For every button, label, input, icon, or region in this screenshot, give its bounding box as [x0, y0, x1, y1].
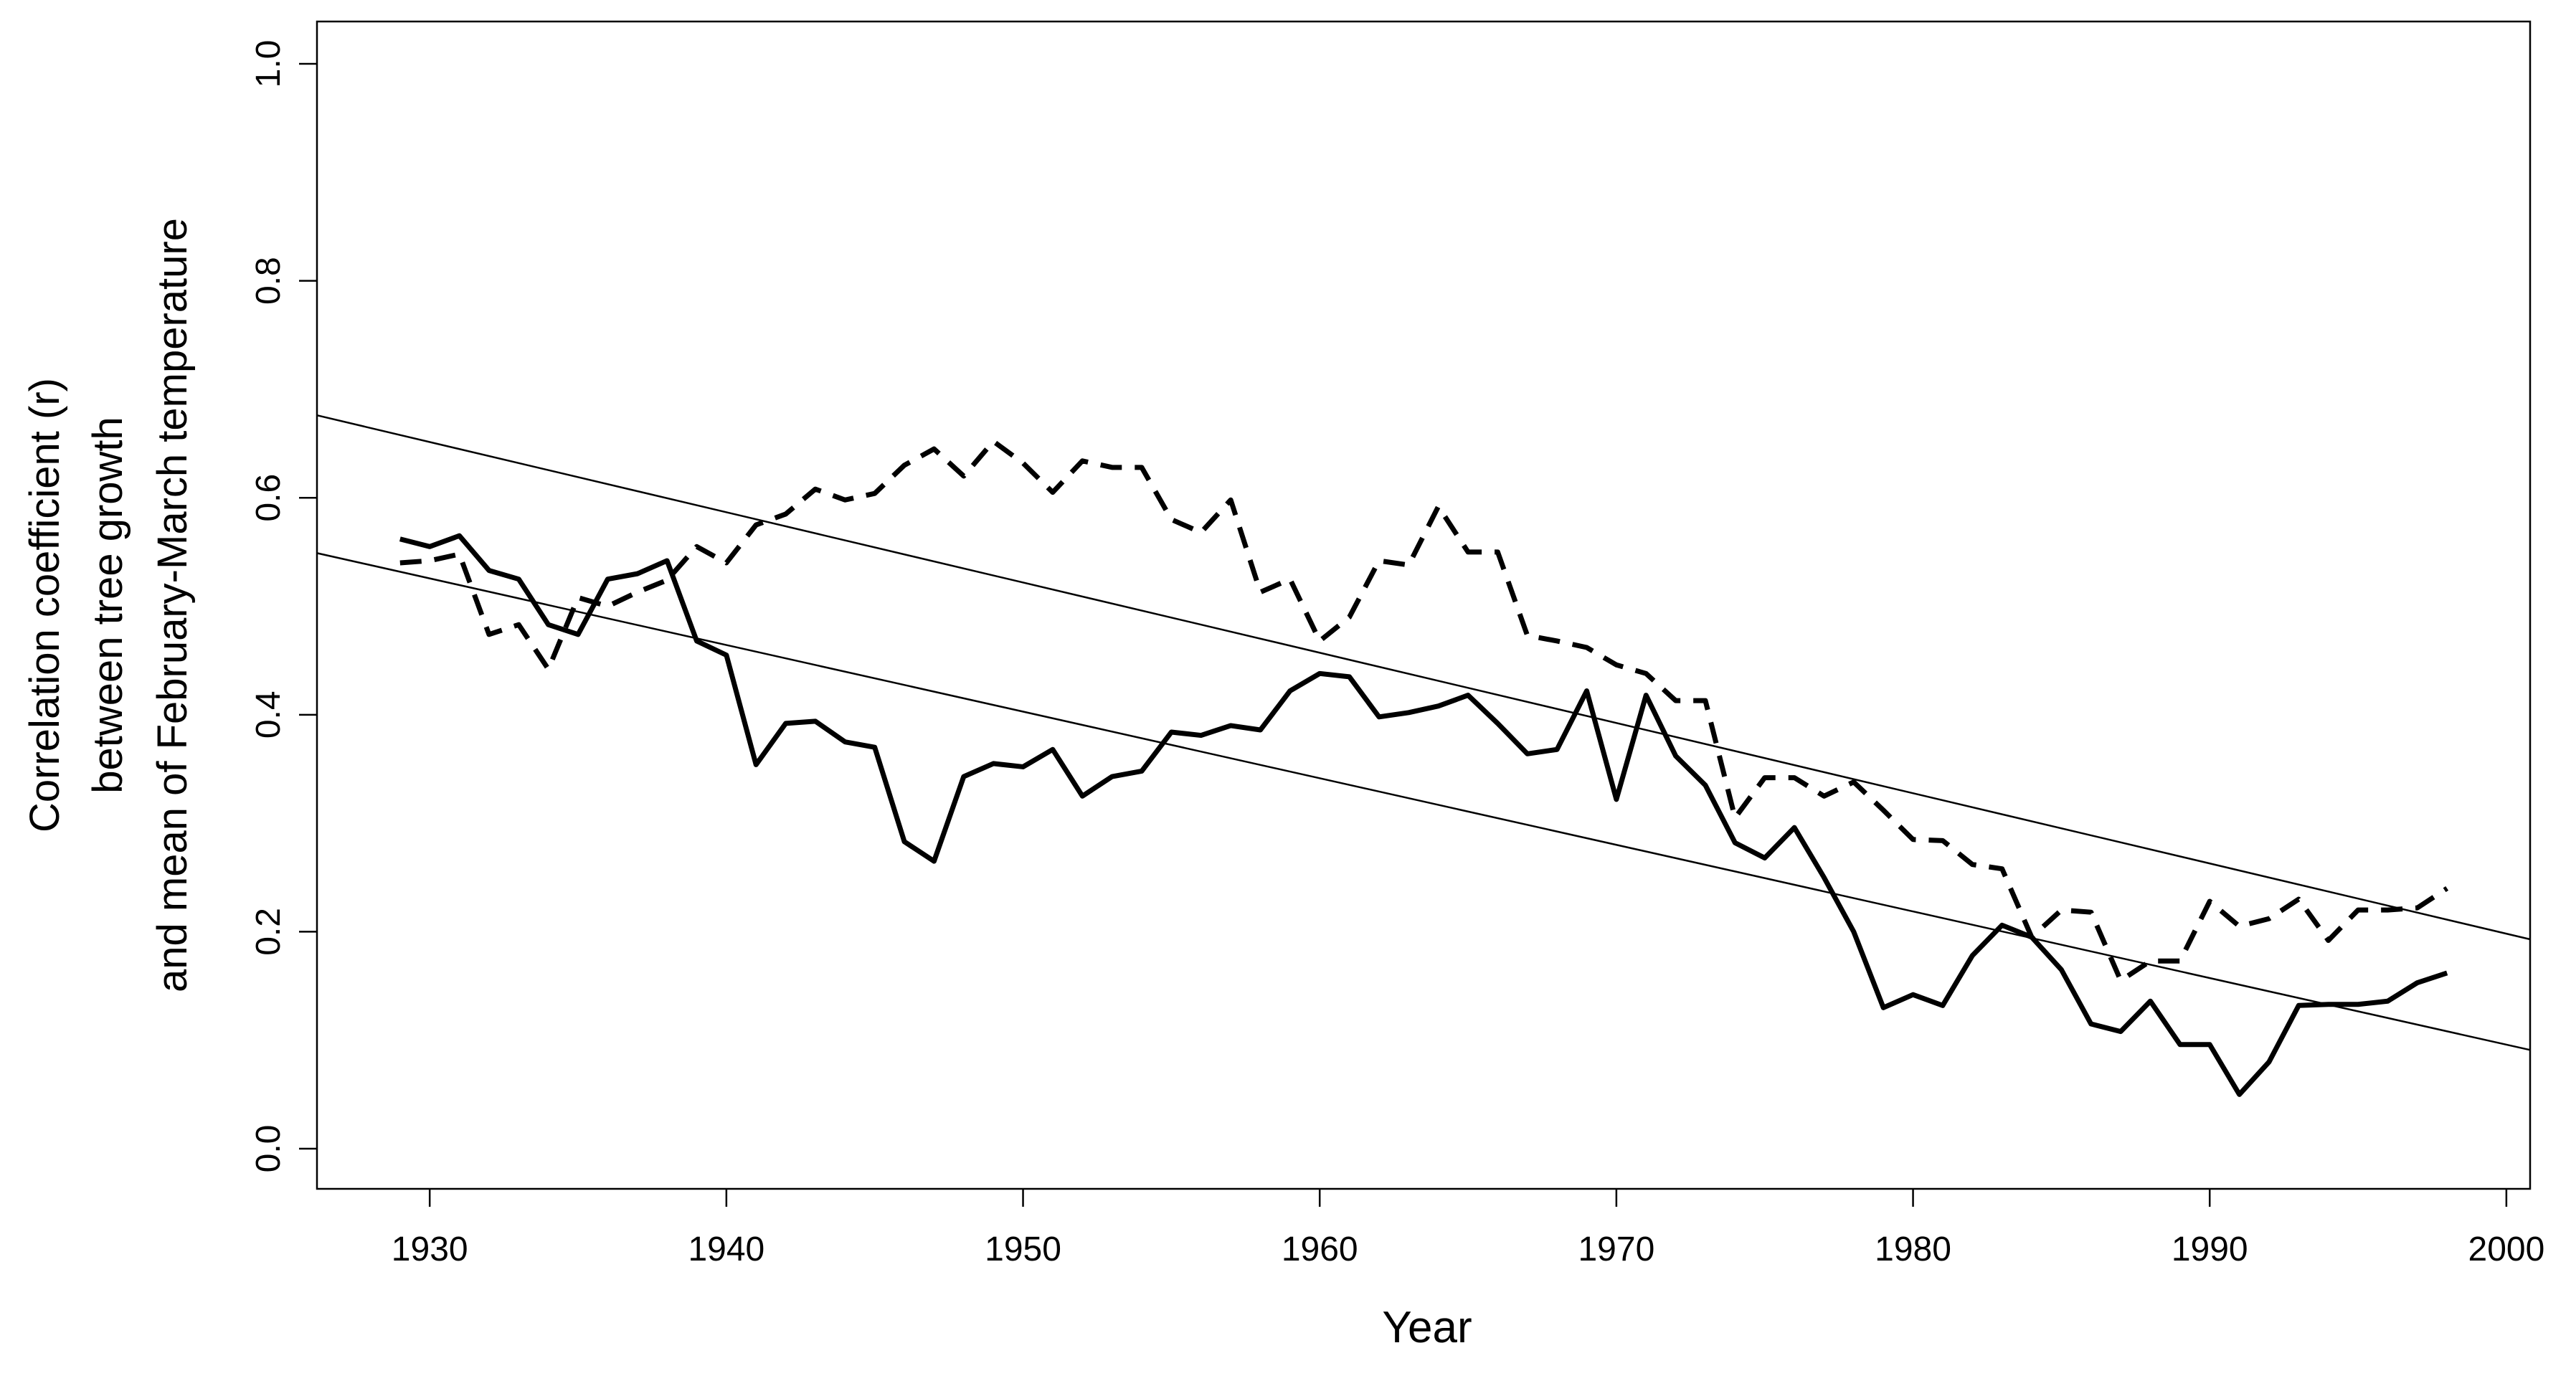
- y-tick-label: 0.8: [250, 257, 288, 305]
- x-tick-label: 1950: [985, 1230, 1061, 1268]
- y-axis-label: and mean of February-March temperature: [149, 218, 196, 992]
- data-line: [316, 414, 2531, 941]
- x-tick-label: 1980: [1875, 1230, 1951, 1268]
- y-tick-label: 1.0: [250, 40, 288, 88]
- x-axis-label: Year: [1382, 1303, 1472, 1352]
- x-tick-label: 1960: [1282, 1230, 1358, 1268]
- data-line: [316, 552, 2531, 1051]
- y-tick-label: 0.0: [250, 1125, 288, 1173]
- plot-frame: [316, 20, 2532, 1190]
- y-tick-label: 0.6: [250, 474, 288, 522]
- x-tick-label: 1970: [1578, 1230, 1654, 1268]
- data-line: [399, 533, 2448, 1097]
- y-axis-label: Correlation coefficient (r): [22, 378, 68, 832]
- y-axis-label: between tree growth: [85, 417, 131, 794]
- x-tick-label: 1990: [2172, 1230, 2248, 1268]
- x-tick-label: 1930: [392, 1230, 468, 1268]
- y-tick-label: 0.2: [250, 908, 288, 956]
- x-tick-label: 1940: [688, 1230, 764, 1268]
- y-tick-label: 0.4: [250, 690, 288, 739]
- x-tick-label: 2000: [2468, 1230, 2545, 1268]
